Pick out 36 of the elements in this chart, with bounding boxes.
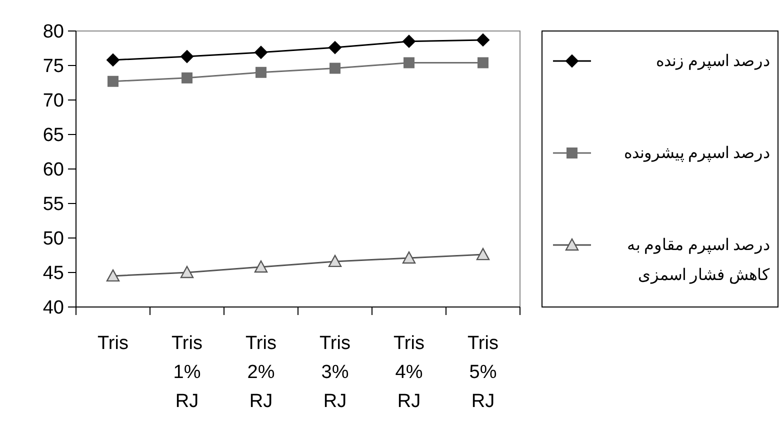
y-tick-label: 40 [42,298,64,319]
y-tick-label: 60 [42,160,64,181]
point [402,251,416,264]
point [180,50,194,64]
x-tick-label: Tris 1% RJ [172,333,202,412]
x-tick-label: Tris 3% RJ [320,333,350,412]
point [106,269,120,282]
x-tick-label: Tris 5% RJ [468,333,498,412]
legend-label: درصد اسپرم پیشرونده [624,145,770,162]
y-tick-label: 70 [42,90,64,112]
y-tick-label: 80 [42,22,64,43]
x-tick-label: Tris 2% RJ [246,333,276,412]
point [180,266,194,278]
x-tick-label: Tris [98,333,128,354]
point [254,46,268,59]
point [476,33,490,46]
point [182,72,192,84]
point [404,57,414,68]
y-tick-label: 65 [42,125,64,146]
point [478,57,488,68]
point [476,248,490,260]
y-tick-label: 45 [42,263,64,284]
y-tick-label: 50 [42,228,64,250]
point [108,76,118,87]
point [254,260,268,273]
y-tick-label: 75 [42,56,64,78]
text: درصد اسپرم زنده [656,53,770,70]
point [106,53,120,66]
y-tick-label: 55 [42,194,64,216]
point [330,62,340,74]
legend-label: درصد اسپرم مقاوم به کاهش فشار اسمزی [627,237,770,284]
point [328,254,342,268]
point [328,41,342,54]
x-tick-label: Tris 4% RJ [394,333,424,412]
point [402,34,416,48]
point [256,66,266,78]
